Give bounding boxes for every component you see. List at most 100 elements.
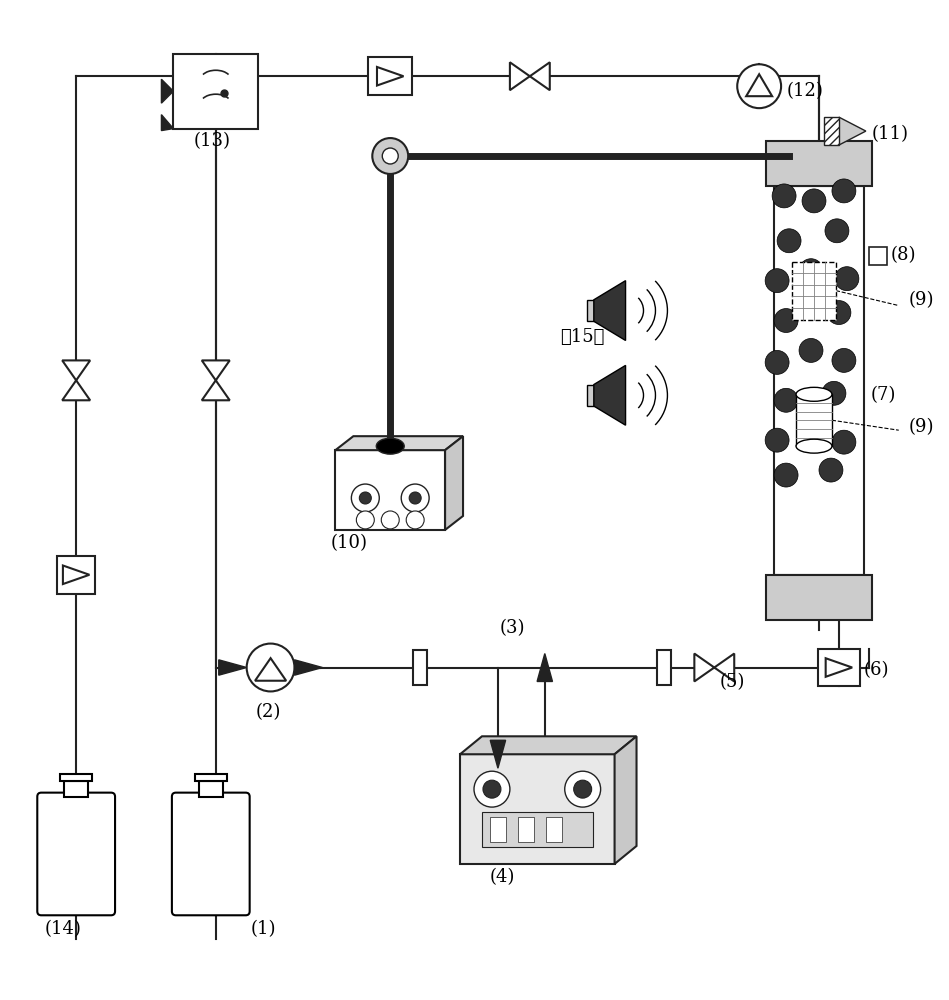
Circle shape	[765, 269, 789, 293]
Circle shape	[574, 780, 591, 798]
Bar	[518, 817, 534, 842]
Circle shape	[832, 179, 856, 203]
Bar	[586, 300, 594, 321]
Text: (8): (8)	[891, 246, 917, 264]
Bar	[490, 817, 506, 842]
Bar	[57, 556, 95, 594]
Polygon shape	[202, 360, 230, 380]
Bar	[774, 186, 864, 575]
Text: (4): (4)	[490, 868, 515, 886]
Bar	[198, 781, 223, 797]
Text: (12): (12)	[787, 82, 824, 100]
Polygon shape	[63, 565, 89, 584]
Circle shape	[360, 492, 371, 504]
Ellipse shape	[377, 438, 404, 454]
Text: (9): (9)	[909, 292, 934, 310]
Bar	[766, 575, 872, 620]
Circle shape	[382, 148, 399, 164]
Bar	[586, 385, 594, 406]
Circle shape	[777, 229, 801, 253]
Polygon shape	[377, 67, 403, 86]
Bar	[335, 450, 445, 530]
Polygon shape	[615, 736, 637, 864]
Circle shape	[474, 771, 510, 807]
Bar	[64, 781, 88, 797]
Polygon shape	[161, 115, 174, 131]
Text: (5): (5)	[719, 673, 745, 691]
Bar	[546, 817, 562, 842]
Text: (10): (10)	[330, 534, 367, 552]
Bar	[869, 247, 886, 265]
Bar	[174, 54, 258, 129]
Polygon shape	[491, 740, 506, 768]
Circle shape	[356, 511, 374, 529]
Circle shape	[409, 492, 421, 504]
Polygon shape	[537, 654, 552, 681]
Circle shape	[483, 780, 501, 798]
Polygon shape	[219, 660, 247, 675]
Circle shape	[737, 64, 781, 108]
Text: (13): (13)	[194, 133, 231, 151]
Text: (3): (3)	[500, 619, 526, 637]
Bar	[824, 117, 839, 145]
Circle shape	[799, 338, 823, 362]
Bar	[796, 394, 832, 446]
Circle shape	[802, 189, 826, 213]
Text: (6): (6)	[864, 661, 889, 679]
Polygon shape	[202, 380, 230, 400]
FancyBboxPatch shape	[172, 793, 250, 915]
Bar	[482, 812, 593, 847]
Circle shape	[835, 267, 859, 291]
Circle shape	[351, 484, 380, 512]
Circle shape	[832, 430, 856, 454]
Polygon shape	[715, 654, 735, 681]
Polygon shape	[460, 736, 637, 754]
Circle shape	[381, 511, 400, 529]
Polygon shape	[746, 74, 772, 96]
Polygon shape	[530, 62, 549, 90]
Polygon shape	[510, 62, 530, 90]
Circle shape	[822, 381, 846, 405]
Bar	[658, 650, 672, 685]
Bar	[818, 649, 860, 686]
Circle shape	[772, 184, 796, 208]
Bar	[766, 141, 872, 186]
Text: (9): (9)	[909, 418, 934, 436]
Circle shape	[832, 348, 856, 372]
Polygon shape	[63, 380, 90, 400]
Polygon shape	[695, 654, 715, 681]
Polygon shape	[63, 360, 90, 380]
Bar	[195, 774, 227, 781]
Circle shape	[406, 511, 424, 529]
Bar	[460, 754, 615, 864]
Circle shape	[825, 219, 849, 243]
Bar	[368, 57, 412, 95]
Polygon shape	[445, 436, 463, 530]
Circle shape	[802, 420, 826, 444]
Circle shape	[774, 463, 798, 487]
Circle shape	[827, 301, 851, 325]
Polygon shape	[335, 436, 463, 450]
Bar	[413, 650, 427, 685]
Polygon shape	[594, 281, 625, 340]
Circle shape	[765, 350, 789, 374]
Ellipse shape	[796, 439, 832, 453]
Circle shape	[247, 644, 294, 691]
Circle shape	[565, 771, 601, 807]
Circle shape	[372, 138, 408, 174]
Ellipse shape	[796, 387, 832, 401]
Circle shape	[819, 458, 843, 482]
Polygon shape	[826, 658, 852, 677]
Text: (1): (1)	[251, 920, 276, 938]
Circle shape	[799, 259, 823, 283]
Polygon shape	[294, 660, 323, 675]
Polygon shape	[839, 117, 865, 145]
Text: (11): (11)	[872, 125, 909, 143]
Text: (14): (14)	[45, 920, 81, 938]
Circle shape	[401, 484, 429, 512]
FancyBboxPatch shape	[37, 793, 115, 915]
Bar	[792, 262, 836, 320]
Bar	[60, 774, 92, 781]
Text: （15）: （15）	[560, 328, 605, 346]
Polygon shape	[255, 658, 287, 681]
